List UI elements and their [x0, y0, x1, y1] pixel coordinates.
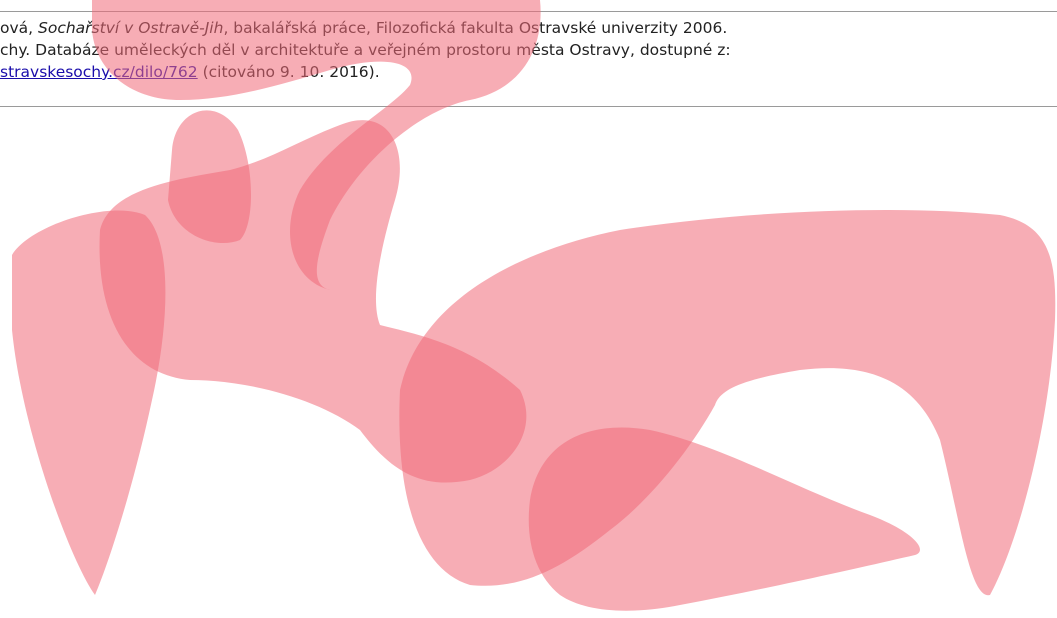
page: ová, Sochařství v Ostravě-Jih, bakalářsk…	[0, 0, 1057, 618]
shape	[529, 428, 920, 611]
logo-shapes	[0, 0, 1057, 618]
shape	[168, 110, 251, 243]
